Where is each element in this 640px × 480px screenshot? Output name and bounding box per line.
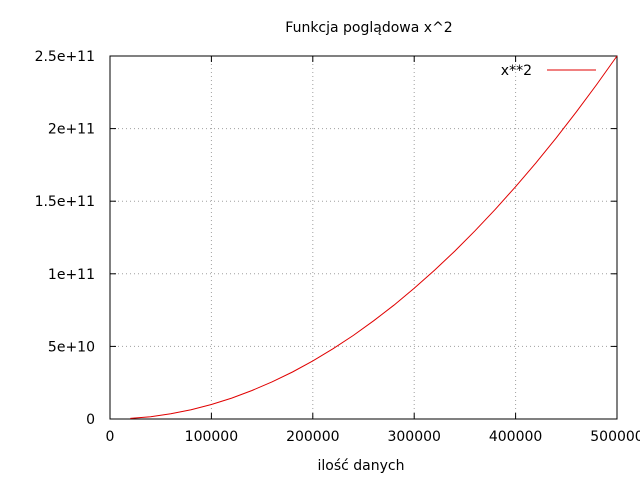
plot-frame [109,55,618,420]
legend: x**2 [501,63,596,79]
y-tick-label: 2.5e+11 [35,49,95,65]
x-tick-label: 500000 [590,429,640,445]
x-tick-label: 300000 [387,429,440,445]
y-tick-label: 1.5e+11 [35,194,95,210]
y-tick-label: 2e+11 [48,122,95,138]
y-tick-label: 0 [86,412,95,428]
x-tick-label: 100000 [185,429,238,445]
x-tick-label: 0 [106,429,115,445]
y-tick-label: 1e+11 [48,267,95,283]
series-line [130,55,618,419]
axis-ticks: 0 100000 200000 300000 400000 500000 0 5e+10 1e+… [35,49,640,445]
series-layer [130,55,618,419]
chart-title: Funkcja poglądowa x^2 [285,20,452,36]
y-tick-label: 5e+10 [48,339,95,355]
x-tick-label: 200000 [286,429,339,445]
x-tick-label: 400000 [489,429,542,445]
grid [110,56,617,419]
x-axis-label: ilość danych [318,458,405,474]
legend-label: x**2 [501,63,532,79]
